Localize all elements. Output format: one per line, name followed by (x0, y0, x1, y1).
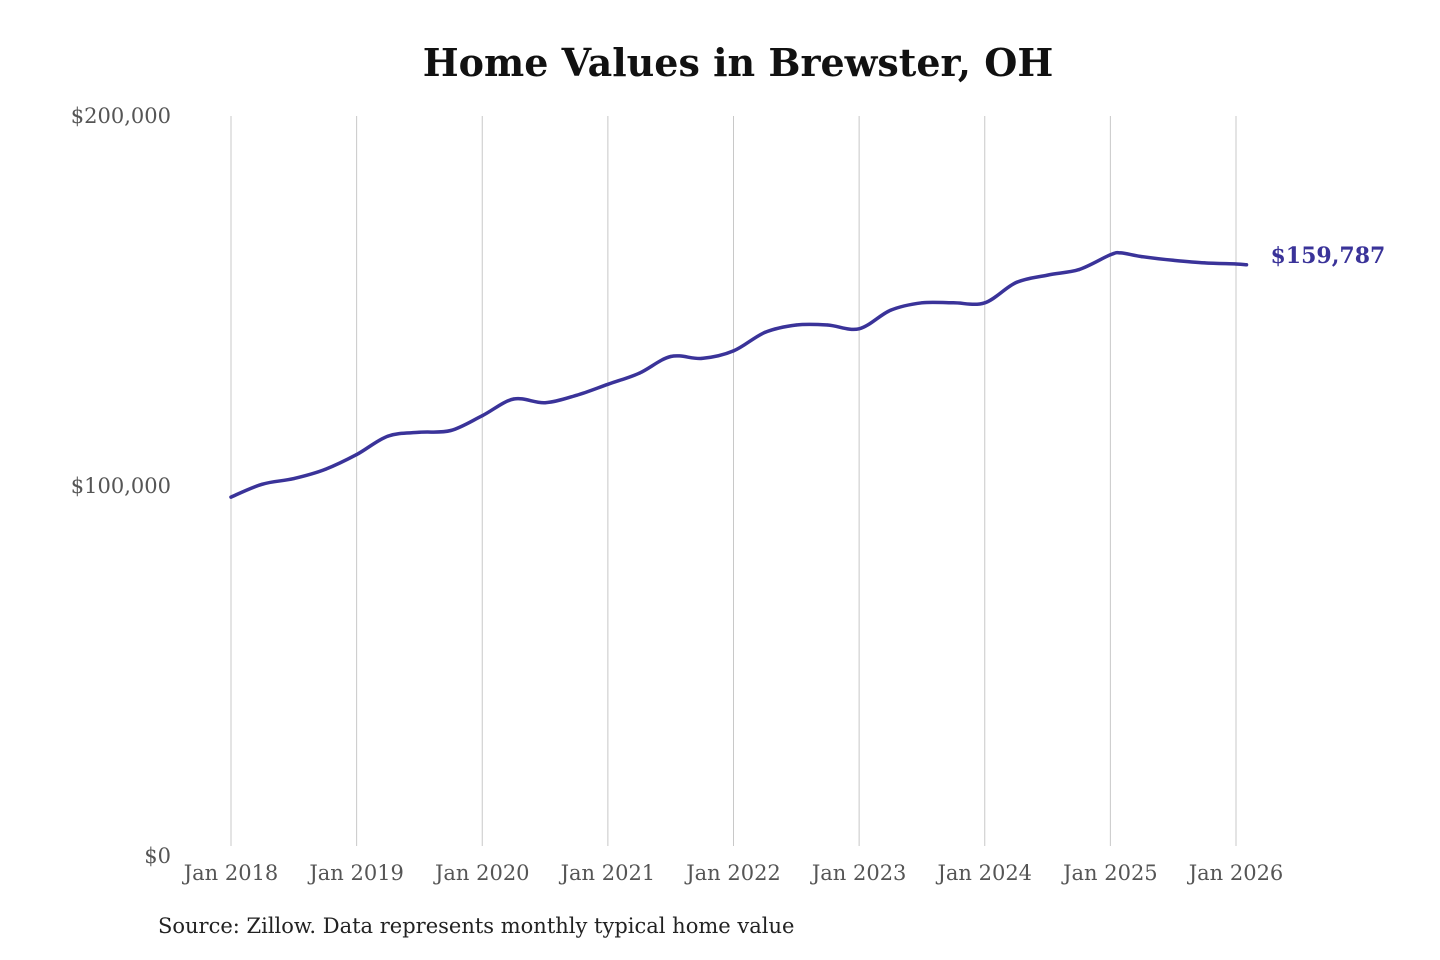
y-tick-labels: $0 $100,000 $200,000 (71, 104, 171, 868)
data-point (669, 354, 673, 359)
data-point (983, 301, 987, 305)
data-point (700, 356, 704, 360)
x-tick-label: Jan 2021 (559, 861, 656, 885)
data-point (574, 393, 579, 397)
data-point (1171, 258, 1175, 262)
data-point (480, 414, 484, 418)
x-tick-label: Jan 2026 (1187, 861, 1284, 885)
x-tick-label: Jan 2025 (1061, 861, 1158, 885)
data-point (1119, 251, 1123, 255)
x-tick-label: Jan 2024 (935, 861, 1032, 885)
data-point (1108, 253, 1112, 257)
data-point (1077, 268, 1081, 272)
data-point (323, 467, 327, 471)
x-tick-label: Jan 2023 (810, 861, 907, 885)
data-point (229, 495, 233, 499)
data-point (543, 401, 547, 405)
y-tick-label: $200,000 (71, 104, 171, 128)
data-point (512, 397, 516, 401)
data-point (1244, 263, 1249, 267)
data-point (1140, 255, 1144, 259)
data-point (637, 371, 641, 375)
data-point (857, 327, 861, 331)
x-tick-label: Jan 2018 (182, 861, 279, 885)
data-point (888, 308, 893, 312)
data-point (292, 477, 296, 481)
y-tick-label: $0 (144, 844, 171, 868)
x-tick-label: Jan 2019 (307, 861, 404, 885)
data-point (417, 430, 421, 434)
data-point (951, 301, 955, 305)
point-markers (229, 251, 1249, 499)
data-point (606, 382, 610, 386)
end-value-label: $159,787 (1271, 243, 1386, 269)
data-point (731, 349, 736, 353)
data-point (260, 482, 264, 486)
gridlines (230, 116, 1237, 846)
x-tick-label: Jan 2022 (684, 861, 781, 885)
data-point (355, 453, 359, 457)
y-tick-label: $100,000 (71, 474, 171, 498)
data-point (794, 323, 798, 327)
data-point (920, 301, 924, 305)
series-line (229, 250, 1249, 499)
data-point (1046, 273, 1050, 277)
data-point (449, 428, 453, 433)
chart-title: Home Values in Brewster, OH (422, 40, 1054, 85)
data-point (826, 323, 830, 327)
data-point (386, 434, 390, 438)
source-note: Source: Zillow. Data represents monthly … (158, 914, 795, 938)
data-point (1234, 262, 1238, 266)
data-point (1014, 280, 1018, 285)
x-tick-label: Jan 2020 (433, 861, 530, 885)
data-point (763, 330, 767, 334)
x-tick-labels: Jan 2018 Jan 2019 Jan 2020 Jan 2021 Jan 2022… (182, 861, 1284, 885)
data-point (1203, 261, 1207, 265)
